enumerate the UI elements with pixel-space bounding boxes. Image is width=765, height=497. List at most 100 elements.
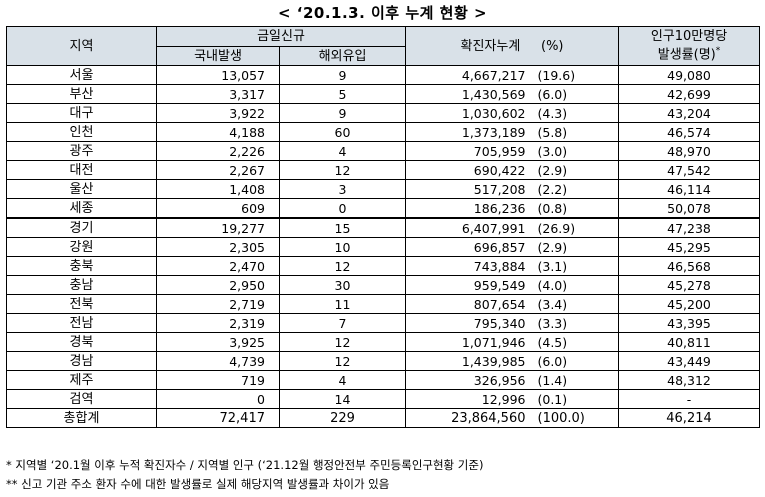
domestic-cell: 4,739	[156, 351, 280, 371]
region-cell: 검역	[6, 389, 157, 409]
table-row: 대전 2,267 12 690,422 (2.9) 47,542	[6, 160, 761, 180]
table-row: 인천 4,188 60 1,373,189 (5.8) 46,574	[6, 122, 761, 142]
header-today-new: 금일신규	[156, 26, 406, 47]
percent-cell: (0.8)	[531, 198, 620, 219]
region-cell: 경기	[6, 217, 157, 238]
rate-cell: 45,200	[618, 294, 761, 314]
table-row: 충남 2,950 30 959,549 (4.0) 45,278	[6, 275, 761, 295]
rate-cell: 47,542	[618, 160, 761, 180]
domestic-cell: 3,925	[156, 332, 280, 352]
domestic-cell: 2,950	[156, 275, 280, 295]
overseas-cell: 10	[279, 237, 406, 257]
percent-cell: (3.1)	[531, 256, 620, 276]
domestic-cell: 13,057	[156, 65, 280, 85]
percent-cell: (3.0)	[531, 141, 620, 161]
cumulative-cell: 743,884	[405, 256, 532, 276]
overseas-cell: 12	[279, 332, 406, 352]
percent-cell: (1.4)	[531, 370, 620, 390]
domestic-cell: 2,719	[156, 294, 280, 314]
footnotes: * 지역별 ‘20.1월 이후 누적 확진자수 / 지역별 인구 (‘21.12…	[6, 456, 759, 494]
header-rate: 인구10만명당 발생률(명)*	[618, 26, 761, 66]
header-cumulative-label: 확진자누계	[460, 38, 521, 54]
percent-cell: (2.2)	[531, 179, 620, 199]
header-rate-line1: 인구10만명당	[650, 29, 728, 45]
percent-cell: (2.9)	[531, 160, 620, 180]
footnote-2: ** 신고 기관 주소 환자 수에 대한 발생률로 실제 해당지역 발생률과 차…	[6, 477, 390, 491]
rate-cell: 48,312	[618, 370, 761, 390]
cumulative-cell: 1,373,189	[405, 122, 532, 142]
overseas-cell: 15	[279, 217, 406, 238]
header-percent-label: (%)	[541, 38, 564, 54]
percent-cell: (26.9)	[531, 217, 620, 238]
percent-cell: (3.3)	[531, 313, 620, 333]
domestic-cell: 2,267	[156, 160, 280, 180]
percent-cell: (2.9)	[531, 237, 620, 257]
percent-cell: (4.0)	[531, 275, 620, 295]
header-rate-line2: 발생률(명)	[657, 47, 716, 63]
domestic-cell: 2,470	[156, 256, 280, 276]
table-row: 경남 4,739 12 1,439,985 (6.0) 43,449	[6, 351, 761, 371]
table-title: < ‘20.1.3. 이후 누계 현황 >	[277, 4, 488, 22]
cumulative-cell: 517,208	[405, 179, 532, 199]
percent-cell: (3.4)	[531, 294, 620, 314]
rate-cell: 47,238	[618, 217, 761, 238]
table-row: 세종 609 0 186,236 (0.8) 50,078	[6, 198, 761, 219]
header-domestic: 국내발생	[156, 46, 280, 66]
region-cell: 울산	[6, 179, 157, 199]
region-cell: 강원	[6, 237, 157, 257]
percent-cell: (100.0)	[531, 408, 620, 428]
rate-cell: 43,395	[618, 313, 761, 333]
cumulative-cell: 326,956	[405, 370, 532, 390]
percent-cell: (4.5)	[531, 332, 620, 352]
table-row: 제주 719 4 326,956 (1.4) 48,312	[6, 370, 761, 390]
domestic-cell: 0	[156, 389, 280, 409]
header-overseas: 해외유입	[279, 46, 406, 66]
cumulative-cell: 705,959	[405, 141, 532, 161]
cumulative-cell: 1,430,569	[405, 84, 532, 104]
rate-cell: 45,278	[618, 275, 761, 295]
header-rate-mark: *	[715, 46, 721, 57]
region-cell: 인천	[6, 122, 157, 142]
overseas-cell: 3	[279, 179, 406, 199]
rate-cell: 43,449	[618, 351, 761, 371]
cumulative-cell: 795,340	[405, 313, 532, 333]
table-row: 광주 2,226 4 705,959 (3.0) 48,970	[6, 141, 761, 161]
region-cell: 전북	[6, 294, 157, 314]
rate-cell: 46,214	[618, 408, 761, 428]
total-row: 총합계 72,417 229 23,864,560 (100.0) 46,214	[6, 408, 761, 428]
domestic-cell: 2,226	[156, 141, 280, 161]
table-row: 부산 3,317 5 1,430,569 (6.0) 42,699	[6, 84, 761, 104]
rate-cell: -	[618, 389, 761, 409]
region-cell: 세종	[6, 198, 157, 219]
domestic-cell: 609	[156, 198, 280, 219]
overseas-cell: 9	[279, 65, 406, 85]
rate-cell: 43,204	[618, 103, 761, 123]
rate-cell: 40,811	[618, 332, 761, 352]
table-row: 검역 0 14 12,996 (0.1) -	[6, 389, 761, 409]
table-row: 강원 2,305 10 696,857 (2.9) 45,295	[6, 237, 761, 257]
region-cell: 광주	[6, 141, 157, 161]
overseas-cell: 4	[279, 141, 406, 161]
cumulative-cell: 696,857	[405, 237, 532, 257]
overseas-cell: 7	[279, 313, 406, 333]
domestic-cell: 2,319	[156, 313, 280, 333]
region-cell: 부산	[6, 84, 157, 104]
region-cell: 경북	[6, 332, 157, 352]
cumulative-cell: 1,071,946	[405, 332, 532, 352]
domestic-cell: 2,305	[156, 237, 280, 257]
domestic-cell: 72,417	[156, 408, 280, 428]
percent-cell: (6.0)	[531, 351, 620, 371]
table-row: 대구 3,922 9 1,030,602 (4.3) 43,204	[6, 103, 761, 123]
percent-cell: (4.3)	[531, 103, 620, 123]
cumulative-cell: 1,030,602	[405, 103, 532, 123]
domestic-cell: 719	[156, 370, 280, 390]
cumulative-cell: 6,407,991	[405, 217, 532, 238]
overseas-cell: 229	[279, 408, 406, 428]
region-cell: 경남	[6, 351, 157, 371]
cumulative-cases-table: 지역 금일신규 확진자누계 (%) 인구10만명당 발생률(명)* 국내발생 해…	[6, 26, 761, 428]
percent-cell: (0.1)	[531, 389, 620, 409]
rate-cell: 48,970	[618, 141, 761, 161]
table-row: 서울 13,057 9 4,667,217 (19.6) 49,080	[6, 65, 761, 85]
overseas-cell: 4	[279, 370, 406, 390]
overseas-cell: 0	[279, 198, 406, 219]
